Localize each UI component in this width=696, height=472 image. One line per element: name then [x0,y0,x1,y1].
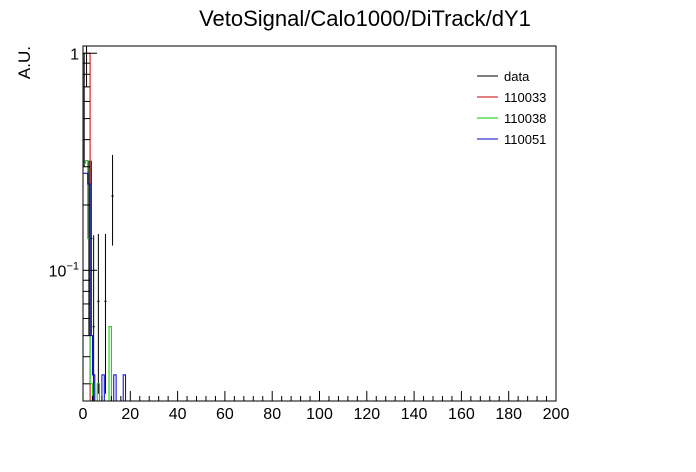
data-point [85,46,88,87]
x-tick-label: 120 [353,406,380,423]
data-point [111,154,114,246]
data-point [92,235,95,401]
axis-layer: 0 20 40 60 80 100 120 140 160 180 200 1 10−1 [49,46,570,423]
legend-item-110038: 110038 [477,111,546,126]
y-tick-label: 1 [70,46,79,63]
y-axis-label: A.U. [15,46,34,79]
y-tick-label: 10−1 [49,260,79,280]
x-tick-label: 0 [79,406,88,423]
x-tick-label: 140 [401,406,428,423]
legend-label: data [504,69,530,84]
legend-item-data: data [477,69,530,84]
chart-title: VetoSignal/Calo1000/DiTrack/dY1 [199,6,531,31]
x-tick-label: 20 [121,406,139,423]
legend-item-110051: 110051 [477,132,546,147]
x-tick-label: 60 [216,406,234,423]
legend-label: 110033 [504,90,546,105]
x-tick-label: 160 [448,406,475,423]
plot-frame [82,45,557,402]
x-tick-label: 40 [169,406,187,423]
data-point [97,233,100,394]
x-tick-label: 180 [495,406,522,423]
data-point [104,233,107,394]
x-tick-label: 200 [543,406,570,423]
series-data [83,46,114,401]
series-layer [82,46,128,402]
legend-label: 110038 [504,111,546,126]
x-tick-label: 100 [306,406,333,423]
legend: data 110033 110038 110051 [477,69,546,147]
legend-item-110033: 110033 [477,90,546,105]
x-tick-label: 80 [263,406,281,423]
legend-label: 110051 [504,132,546,147]
